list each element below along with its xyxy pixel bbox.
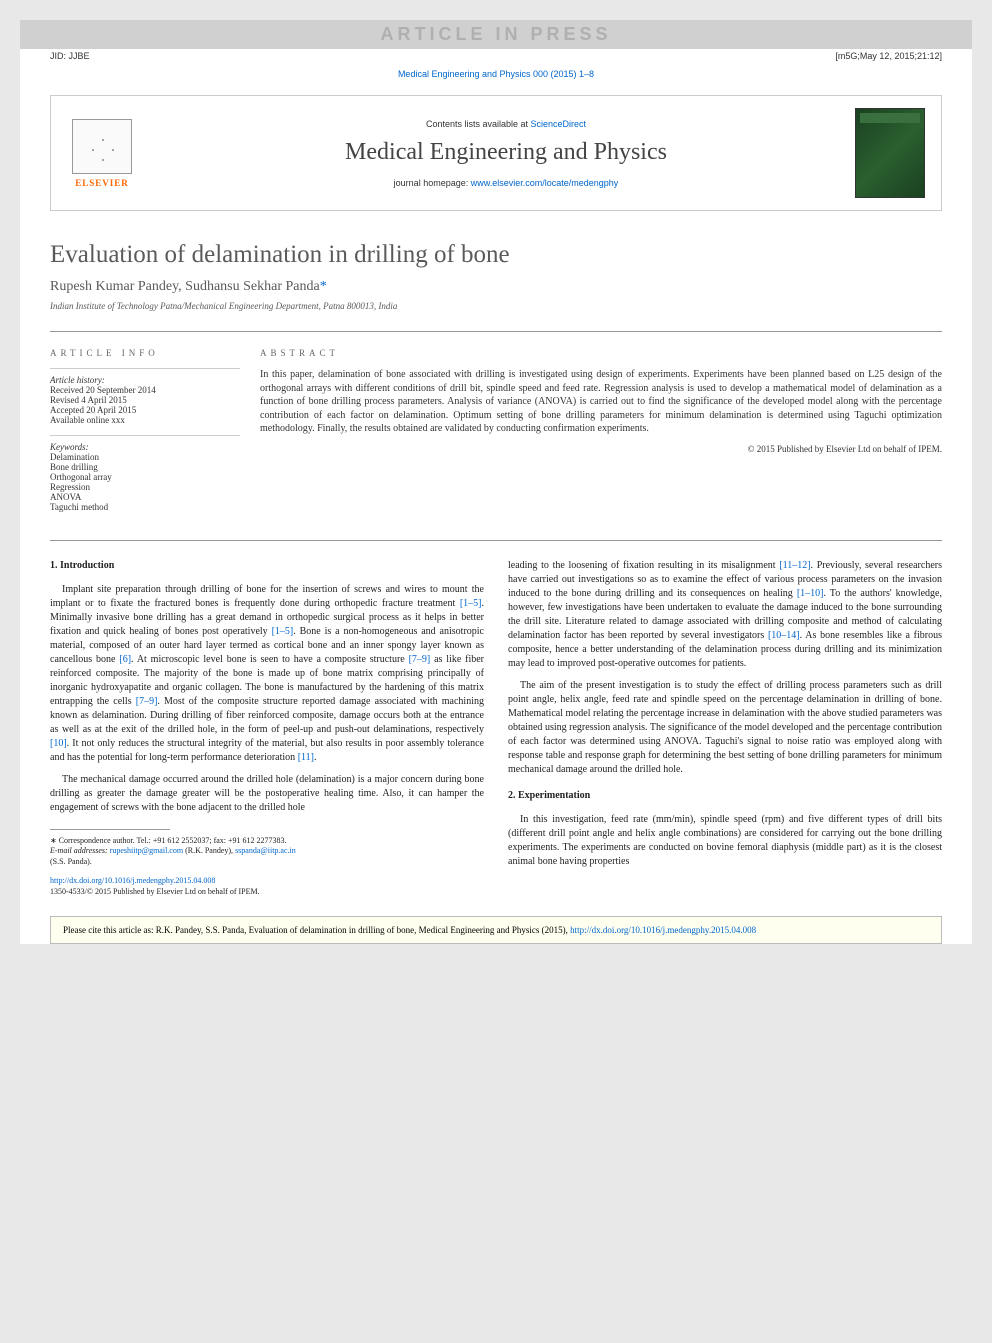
email-link[interactable]: rupeshiitp@gmail.com: [110, 846, 183, 855]
email-label: E-mail addresses:: [50, 846, 110, 855]
history-label: Article history:: [50, 375, 240, 385]
info-abstract-row: ARTICLE INFO Article history: Received 2…: [50, 331, 942, 522]
keyword-item: Orthogonal array: [50, 472, 240, 482]
abstract-heading: ABSTRACT: [260, 348, 942, 358]
header-citation: Medical Engineering and Physics 000 (201…: [20, 63, 972, 85]
jid-right: [m5G;May 12, 2015;21:12]: [835, 51, 942, 61]
authors-line: Rupesh Kumar Pandey, Sudhansu Sekhar Pan…: [50, 279, 942, 295]
ref-link[interactable]: [7–9]: [136, 696, 158, 707]
header-cite-link[interactable]: Medical Engineering and Physics 000 (201…: [398, 69, 594, 79]
intro-paragraph-2: The mechanical damage occurred around th…: [50, 773, 484, 815]
exp-paragraph-1: In this investigation, feed rate (mm/min…: [508, 813, 942, 869]
journal-header-box: ELSEVIER Contents lists available at Sci…: [50, 95, 942, 211]
abstract-column: ABSTRACT In this paper, delamination of …: [260, 348, 942, 522]
history-item: Accepted 20 April 2015: [50, 405, 240, 415]
text-run: . It not only reduces the structural int…: [50, 738, 484, 763]
footnote-block: ∗ Correspondence author. Tel.: +91 612 2…: [50, 836, 484, 867]
left-column: 1. Introduction Implant site preparation…: [50, 559, 484, 898]
keyword-item: Taguchi method: [50, 502, 240, 512]
text-run: . At microscopic level bone is seen to h…: [131, 654, 409, 665]
ref-link[interactable]: [10]: [50, 738, 67, 749]
abstract-text: In this paper, delamination of bone asso…: [260, 368, 942, 436]
ref-link[interactable]: [1–5]: [272, 626, 294, 637]
ref-link[interactable]: [7–9]: [409, 654, 431, 665]
email-link[interactable]: sspanda@iitp.ac.in: [235, 846, 296, 855]
keywords-block: Keywords: Delamination Bone drilling Ort…: [50, 435, 240, 512]
text-run: .: [314, 752, 317, 763]
sciencedirect-link[interactable]: ScienceDirect: [531, 119, 587, 129]
affiliation: Indian Institute of Technology Patna/Mec…: [50, 301, 942, 311]
elsevier-tree-icon: [72, 119, 132, 174]
ref-link[interactable]: [11–12]: [779, 560, 810, 571]
journal-center: Contents lists available at ScienceDirec…: [157, 119, 855, 188]
keyword-item: Bone drilling: [50, 462, 240, 472]
col2-paragraph-1: leading to the loosening of fixation res…: [508, 559, 942, 671]
intro-heading: 1. Introduction: [50, 559, 484, 573]
citebox-prefix: Please cite this article as: R.K. Pandey…: [63, 925, 570, 935]
elsevier-logo: ELSEVIER: [67, 113, 137, 193]
elsevier-label: ELSEVIER: [75, 178, 129, 188]
email-line: E-mail addresses: rupeshiitp@gmail.com (…: [50, 846, 484, 856]
journal-homepage-line: journal homepage: www.elsevier.com/locat…: [157, 178, 855, 188]
citebox-doi-link[interactable]: http://dx.doi.org/10.1016/j.medengphy.20…: [570, 925, 756, 935]
journal-name: Medical Engineering and Physics: [157, 139, 855, 166]
intro-paragraph-1: Implant site preparation through drillin…: [50, 583, 484, 765]
corresponding-marker: *: [320, 279, 327, 294]
abstract-copyright: © 2015 Published by Elsevier Ltd on beha…: [260, 444, 942, 454]
article-title: Evaluation of delamination in drilling o…: [50, 241, 942, 269]
text-run: leading to the loosening of fixation res…: [508, 560, 779, 571]
footnote-separator: [50, 829, 170, 830]
keyword-item: Regression: [50, 482, 240, 492]
article-info-column: ARTICLE INFO Article history: Received 2…: [50, 348, 260, 522]
history-item: Revised 4 April 2015: [50, 395, 240, 405]
history-item: Received 20 September 2014: [50, 385, 240, 395]
journal-cover-thumbnail: [855, 108, 925, 198]
jid-left: JID: JJBE: [50, 51, 90, 61]
keyword-item: ANOVA: [50, 492, 240, 502]
page: ARTICLE IN PRESS JID: JJBE [m5G;May 12, …: [20, 20, 972, 944]
ref-link[interactable]: [1–5]: [460, 598, 482, 609]
article-info-heading: ARTICLE INFO: [50, 348, 240, 358]
text-run: Implant site preparation through drillin…: [50, 584, 484, 609]
authors-names: Rupesh Kumar Pandey, Sudhansu Sekhar Pan…: [50, 279, 320, 294]
experimentation-heading: 2. Experimentation: [508, 789, 942, 803]
doi-link[interactable]: http://dx.doi.org/10.1016/j.medengphy.20…: [50, 876, 215, 885]
article-history-block: Article history: Received 20 September 2…: [50, 368, 240, 425]
watermark-bar: ARTICLE IN PRESS: [20, 20, 972, 49]
email-name-2: (S.S. Panda).: [50, 857, 484, 867]
cite-this-article-box: Please cite this article as: R.K. Pandey…: [50, 916, 942, 944]
ref-link[interactable]: [11]: [298, 752, 314, 763]
email-name: (R.K. Pandey),: [183, 846, 235, 855]
keywords-label: Keywords:: [50, 442, 240, 452]
history-item: Available online xxx: [50, 415, 240, 425]
correspondence-line: ∗ Correspondence author. Tel.: +91 612 2…: [50, 836, 484, 846]
jid-row: JID: JJBE [m5G;May 12, 2015;21:12]: [20, 49, 972, 63]
col2-paragraph-2: The aim of the present investigation is …: [508, 679, 942, 777]
homepage-prefix: journal homepage:: [394, 178, 471, 188]
watermark-text: ARTICLE IN PRESS: [380, 24, 611, 44]
contents-line: Contents lists available at ScienceDirec…: [157, 119, 855, 129]
homepage-link[interactable]: www.elsevier.com/locate/medengphy: [471, 178, 619, 188]
contents-prefix: Contents lists available at: [426, 119, 531, 129]
issn-line: 1350-4533/© 2015 Published by Elsevier L…: [50, 886, 484, 897]
ref-link[interactable]: [10–14]: [768, 630, 800, 641]
ref-link[interactable]: [6]: [119, 654, 131, 665]
ref-link[interactable]: [1–10]: [797, 588, 824, 599]
right-column: leading to the loosening of fixation res…: [508, 559, 942, 898]
keyword-item: Delamination: [50, 452, 240, 462]
section-divider: [50, 540, 942, 541]
body-columns: 1. Introduction Implant site preparation…: [50, 559, 942, 898]
doi-block: http://dx.doi.org/10.1016/j.medengphy.20…: [50, 875, 484, 897]
